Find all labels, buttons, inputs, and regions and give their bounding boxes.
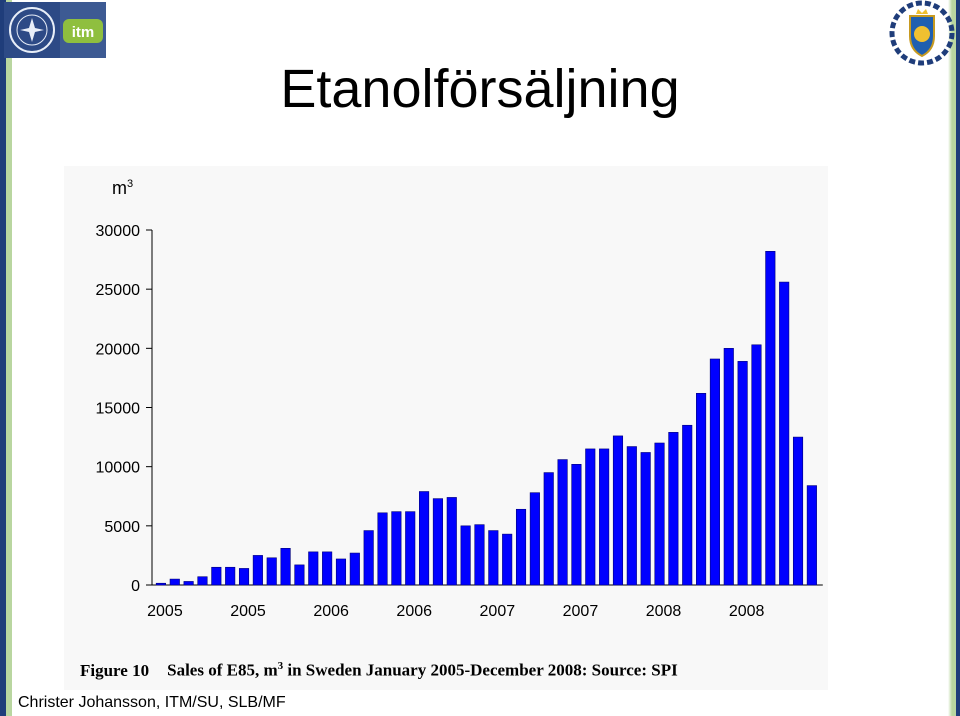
caption-text-after: in Sweden January 2005-December 2008: So… <box>283 660 678 680</box>
bar <box>391 511 402 586</box>
bar <box>252 555 263 586</box>
x-tick-label: 2006 <box>313 603 349 620</box>
bar <box>751 344 762 586</box>
bar <box>474 524 485 586</box>
bar <box>765 251 776 586</box>
y-tick-label: 10000 <box>96 460 141 477</box>
bar <box>488 530 499 586</box>
bar <box>322 551 333 586</box>
slide-frame-right <box>948 0 960 716</box>
y-tick-label: 20000 <box>96 341 141 358</box>
bar <box>446 497 457 586</box>
stockholm-stad-logo <box>889 0 955 66</box>
bar <box>405 511 416 586</box>
bar <box>626 446 637 586</box>
x-tick-label: 2008 <box>729 603 765 620</box>
bar <box>183 581 194 586</box>
bar <box>197 576 208 586</box>
x-tick-label: 2006 <box>396 603 432 620</box>
y-tick-label: 15000 <box>96 401 141 418</box>
figure-caption: Figure 10 Sales of E85, m3 in Sweden Janu… <box>80 660 678 681</box>
bar <box>502 533 513 586</box>
y-tick-label: 30000 <box>96 223 141 240</box>
bar <box>515 508 527 586</box>
bar <box>543 472 554 586</box>
x-tick-label: 2005 <box>230 603 266 620</box>
bar <box>363 530 374 586</box>
bar <box>696 393 707 586</box>
x-tick-label: 2007 <box>480 603 516 620</box>
bar <box>419 491 430 586</box>
bar <box>280 548 291 586</box>
bar <box>654 442 665 586</box>
slide-title: Etanolförsäljning <box>280 59 680 119</box>
bar <box>529 492 540 586</box>
author-footer: Christer Johansson, ITM/SU, SLB/MF <box>18 694 286 711</box>
bar <box>266 557 277 586</box>
bar <box>806 485 817 586</box>
bar <box>169 578 180 586</box>
bar <box>640 452 651 586</box>
bar <box>737 361 748 586</box>
bar <box>211 566 222 586</box>
y-tick-label: 0 <box>131 578 140 595</box>
bar <box>682 424 693 586</box>
y-axis-unit-superscript: 3 <box>127 178 134 190</box>
figure-number: Figure 10 <box>80 660 150 680</box>
bar <box>349 552 360 586</box>
bar <box>432 498 443 586</box>
bar <box>571 463 582 586</box>
y-tick-label: 25000 <box>96 282 141 299</box>
bar <box>557 459 568 586</box>
itm-logo: itm <box>60 2 106 58</box>
bar <box>335 558 347 586</box>
bar <box>377 512 388 586</box>
e85-sales-bar-chart: 0 5000 10000 15000 20000 25000 30000 2005 2005 20… <box>96 223 823 620</box>
y-axis-unit-label: m3 <box>112 178 133 199</box>
bar <box>668 432 679 586</box>
itm-logo-text: itm <box>72 24 95 41</box>
caption-superscript: 3 <box>277 660 284 672</box>
bar <box>238 568 250 586</box>
x-tick-label: 2008 <box>646 603 682 620</box>
bar <box>612 435 624 586</box>
university-seal-logo <box>4 2 60 58</box>
y-tick-label: 5000 <box>104 519 140 536</box>
bar <box>779 281 790 586</box>
caption-text-before: Sales of E85, m <box>167 660 278 680</box>
bar <box>792 436 804 586</box>
x-tick-label: 2005 <box>147 603 183 620</box>
bar <box>585 448 596 586</box>
bar <box>308 551 319 586</box>
slide-frame-left <box>0 0 16 716</box>
bar <box>599 448 610 586</box>
bar <box>460 525 471 586</box>
bar <box>294 564 305 586</box>
bar <box>155 582 166 586</box>
x-tick-label: 2007 <box>563 603 599 620</box>
bar <box>709 358 720 586</box>
chart-panel: 0 5000 10000 15000 20000 25000 30000 2005 2005 20… <box>64 166 828 690</box>
y-axis-unit-text: m <box>112 178 127 198</box>
bar <box>225 566 236 586</box>
bar <box>723 348 734 586</box>
